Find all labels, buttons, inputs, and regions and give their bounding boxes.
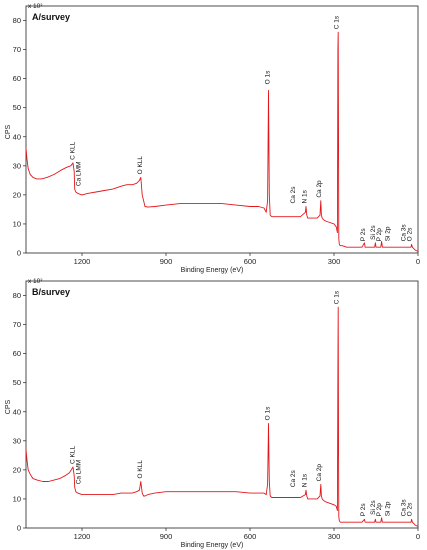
plot-frame: [25, 5, 419, 254]
chart-title: B/survey: [32, 287, 70, 297]
peak-label: Ca LMM: [76, 460, 83, 485]
spectrum-line: [25, 306, 419, 527]
y-tick-label: 60: [13, 349, 21, 358]
peak-label: O 1s: [264, 70, 271, 84]
peak-label: O 1s: [264, 406, 271, 420]
peak-label: Ca 2s: [290, 186, 297, 204]
peak-label: P 2p: [376, 503, 383, 517]
peak-label: Ca 2p: [316, 180, 323, 198]
y-tick-label: 0: [17, 524, 21, 533]
x-tick-label: 1200: [74, 532, 91, 541]
peak-label: C KLL: [70, 141, 77, 159]
peak-label: C 1s: [333, 290, 340, 304]
peak-label: N 1s: [301, 473, 308, 487]
spectrum-line: [25, 31, 419, 252]
y-tick-label: 70: [13, 45, 21, 54]
y-tick-label: 20: [13, 190, 21, 199]
peak-label: P 2s: [360, 228, 367, 242]
peak-label: O KLL: [137, 156, 144, 175]
peak-label: C KLL: [70, 446, 77, 464]
x-tick-label: 600: [244, 257, 257, 266]
y-axis-multiplier: x 10²: [28, 3, 43, 10]
y-tick-label: 80: [13, 291, 21, 300]
x-tick-label: 0: [416, 532, 420, 541]
x-tick-label: 600: [244, 532, 257, 541]
y-tick-label: 30: [13, 436, 21, 445]
x-axis-label: Binding Energy (eV): [181, 267, 244, 274]
chart-b-survey: B/survey Binding Energy (eV) CPS x 10² 1…: [5, 278, 420, 549]
peak-label: Ca LMM: [76, 162, 83, 187]
peak-label: C 1s: [333, 15, 340, 29]
peak-label: Si 2p: [385, 501, 392, 516]
x-tick-label: 900: [160, 257, 173, 266]
y-tick-label: 10: [13, 494, 21, 503]
y-tick-label: 40: [13, 407, 21, 416]
peak-label: Si 2s: [370, 500, 377, 515]
x-tick-label: 0: [416, 257, 420, 266]
chart-a-survey: A/survey Binding Energy (eV) CPS x 10² 1…: [5, 3, 420, 274]
y-axis-multiplier: x 10²: [28, 278, 43, 285]
peak-label: Si 2p: [385, 226, 392, 241]
x-tick-label: 1200: [74, 257, 91, 266]
peak-label: O 2s: [406, 502, 413, 516]
peak-label: O KLL: [137, 460, 144, 479]
plot-frame: [25, 280, 419, 529]
y-tick-label: 80: [13, 16, 21, 25]
y-tick-label: 70: [13, 320, 21, 329]
y-tick-label: 50: [13, 103, 21, 112]
y-tick-label: 20: [13, 465, 21, 474]
peak-label: Ca 2s: [290, 469, 297, 487]
peak-label: P 2s: [360, 503, 367, 517]
x-tick-label: 900: [160, 532, 173, 541]
x-axis-label: Binding Energy (eV): [181, 542, 244, 549]
y-tick-label: 10: [13, 219, 21, 228]
chart-title: A/survey: [32, 12, 70, 22]
y-axis-label: CPS: [5, 399, 12, 414]
peak-label: P 2p: [376, 228, 383, 242]
peak-label: Ca 3s: [401, 224, 408, 242]
peak-label: Ca 3s: [401, 499, 408, 517]
y-tick-label: 30: [13, 161, 21, 170]
y-tick-label: 0: [17, 249, 21, 258]
peak-label: N 1s: [301, 189, 308, 203]
y-axis-label: CPS: [5, 124, 12, 139]
peak-label: Ca 2p: [316, 464, 323, 482]
x-tick-label: 300: [328, 257, 341, 266]
peak-label: Si 2s: [370, 225, 377, 240]
y-tick-label: 50: [13, 378, 21, 387]
y-tick-label: 40: [13, 132, 21, 141]
peak-label: O 2s: [406, 227, 413, 241]
y-tick-label: 60: [13, 74, 21, 83]
x-tick-label: 300: [328, 532, 341, 541]
